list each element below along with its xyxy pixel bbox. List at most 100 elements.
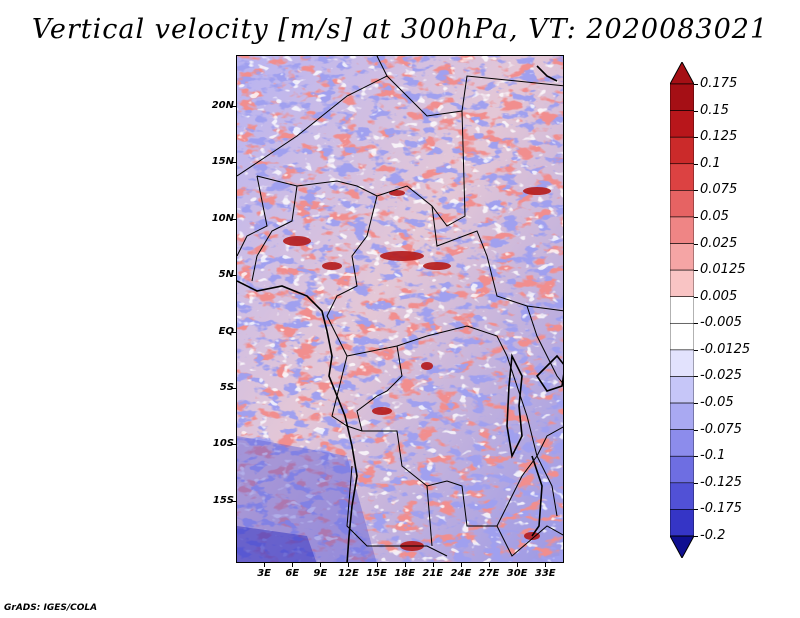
colorbar-level-label: -0.005 xyxy=(700,315,742,331)
lat-tick-label: 15S xyxy=(212,494,234,506)
colorbar-level-label: -0.075 xyxy=(700,421,742,437)
colorbar-tick xyxy=(694,190,698,192)
colorbar-level-label: -0.025 xyxy=(700,368,742,384)
colorbar-box xyxy=(669,190,695,218)
lat-tick-mark xyxy=(232,444,236,446)
lon-tick-mark xyxy=(376,563,378,567)
lon-tick-mark xyxy=(320,563,322,567)
lon-tick-mark xyxy=(264,563,266,567)
strong-ascent-patches xyxy=(283,187,551,551)
colorbar-box xyxy=(669,83,695,111)
colorbar-level-label: 0.175 xyxy=(700,76,738,91)
lon-tick-mark xyxy=(292,563,294,567)
lat-tick-mark xyxy=(232,331,236,333)
colorbar xyxy=(669,60,695,560)
velocity-map xyxy=(236,55,564,563)
colorbar-tick xyxy=(694,482,698,484)
colorbar-level-label: -0.0125 xyxy=(700,341,751,357)
colorbar-box xyxy=(669,429,695,457)
colorbar-tick xyxy=(694,216,698,218)
lon-tick-label: 3E xyxy=(257,568,271,579)
colorbar-tick xyxy=(694,323,698,325)
lon-tick-mark xyxy=(489,563,491,567)
colorbar-level-label: 0.025 xyxy=(700,235,738,251)
lon-tick-label: 27E xyxy=(478,568,500,579)
velocity-field xyxy=(237,56,563,562)
colorbar-tick xyxy=(694,509,698,511)
colorbar-level-label: 0.075 xyxy=(700,182,738,198)
colorbar-tick xyxy=(694,376,698,378)
colorbar-box xyxy=(669,402,695,430)
colorbar-tick xyxy=(694,137,698,139)
colorbar-level-label: -0.175 xyxy=(700,501,742,517)
lat-tick-label: 5N xyxy=(218,269,234,281)
colorbar-box xyxy=(669,216,695,244)
colorbar-box xyxy=(669,322,695,351)
lat-tick-mark xyxy=(232,218,236,220)
colorbar-tick xyxy=(694,456,698,458)
colorbar-box xyxy=(669,163,695,191)
lat-tick-label: 5S xyxy=(219,382,234,394)
colorbar-tick xyxy=(694,84,698,85)
colorbar-box xyxy=(669,110,695,138)
colorbar-tick xyxy=(694,349,698,351)
lon-tick-mark xyxy=(432,563,434,567)
colorbar-max-triangle xyxy=(669,60,695,85)
lat-tick-mark xyxy=(232,105,236,107)
colorbar-box xyxy=(669,296,695,324)
colorbar-tick xyxy=(694,110,698,112)
lat-tick-mark xyxy=(232,275,236,277)
lon-tick-label: 12E xyxy=(338,568,359,579)
lat-tick-label: 10S xyxy=(212,438,234,450)
colorbar-level-label: 0.1 xyxy=(700,155,721,171)
lat-tick-label: EQ xyxy=(218,325,234,337)
colorbar-tick xyxy=(694,163,698,165)
colorbar-level-label: 0.05 xyxy=(700,208,729,224)
lat-tick-mark xyxy=(232,162,236,164)
lat-tick-mark xyxy=(232,500,236,502)
colorbar-box xyxy=(669,269,695,298)
colorbar-box xyxy=(669,376,695,404)
country-borders xyxy=(237,56,563,557)
colorbar-tick xyxy=(694,536,698,537)
lon-tick-mark xyxy=(460,563,462,567)
colorbar-level-label: 0.0125 xyxy=(700,262,746,278)
colorbar-box xyxy=(669,243,695,271)
map-title: Vertical velocity [m/s] at 300hPa, VT: 2… xyxy=(31,14,769,45)
colorbar-level-label: 0.005 xyxy=(700,288,738,304)
grads-credit: GrADS: IGES/COLA xyxy=(4,603,98,613)
colorbar-tick xyxy=(694,403,698,405)
lat-tick-mark xyxy=(232,388,236,390)
colorbar-box xyxy=(669,482,695,510)
lon-tick-mark xyxy=(348,563,350,567)
colorbar-box xyxy=(669,349,695,377)
lon-tick-label: 33E xyxy=(534,568,556,579)
colorbar-level-label: -0.05 xyxy=(700,395,734,411)
lat-tick-label: 20N xyxy=(211,99,234,111)
lon-tick-label: 30E xyxy=(506,568,528,579)
colorbar-level-label: -0.2 xyxy=(700,528,726,543)
lon-tick-label: 15E xyxy=(366,568,387,579)
lat-tick-label: 10N xyxy=(211,212,234,224)
colorbar-min-triangle xyxy=(669,535,695,560)
colorbar-tick xyxy=(694,429,698,431)
colorbar-tick xyxy=(694,296,698,298)
lon-tick-label: 6E xyxy=(285,568,300,579)
colorbar-level-label: -0.125 xyxy=(700,474,742,490)
colorbar-level-label: 0.15 xyxy=(700,102,729,118)
lon-tick-label: 9E xyxy=(313,568,328,579)
colorbar-svg xyxy=(669,60,695,560)
colorbar-tick xyxy=(694,243,698,245)
colorbar-level-label: 0.125 xyxy=(700,129,738,145)
colorbar-level-label: -0.1 xyxy=(700,448,726,464)
lon-tick-label: 21E xyxy=(422,568,444,579)
lon-tick-mark xyxy=(404,563,406,567)
lon-tick-label: 18E xyxy=(394,568,416,579)
colorbar-box xyxy=(669,136,695,165)
colorbar-box xyxy=(669,509,695,537)
lon-tick-mark xyxy=(517,563,519,567)
colorbar-box xyxy=(669,455,695,484)
lon-tick-label: 24E xyxy=(450,568,472,579)
lat-tick-label: 15N xyxy=(211,156,234,168)
coastlines xyxy=(237,65,563,562)
